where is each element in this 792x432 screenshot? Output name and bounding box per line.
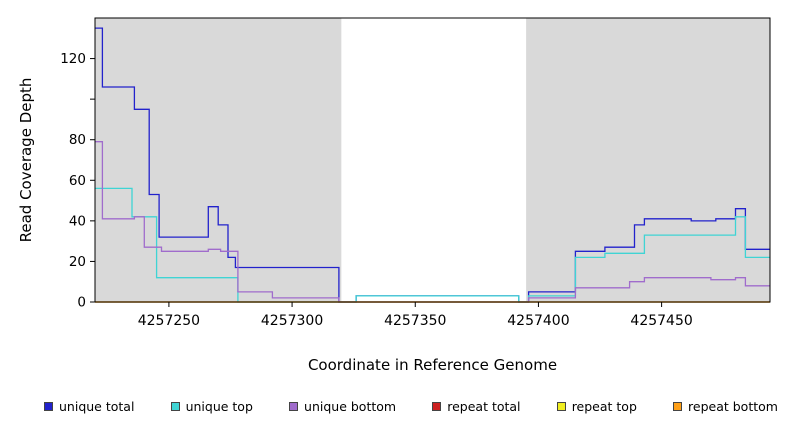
series-unique-bottom <box>95 141 770 303</box>
legend-label: unique top <box>185 399 253 414</box>
x-tick-label: 4257250 <box>138 313 200 329</box>
x-tick-label: 4257400 <box>507 313 569 329</box>
y-tick-label: 60 <box>69 173 86 189</box>
y-tick-label: 120 <box>60 51 86 67</box>
y-tick-label: 20 <box>69 254 86 270</box>
y-tick-label: 0 <box>77 295 86 311</box>
legend-item-unique-total: unique total <box>44 399 134 414</box>
legend-swatch-repeat-top <box>556 402 566 411</box>
legend-swatch-unique-top <box>170 402 180 411</box>
legend-swatch-repeat-bottom <box>673 402 683 411</box>
legend-swatch-unique-bottom <box>289 402 299 411</box>
y-tick-label: 40 <box>69 213 86 229</box>
x-tick-label: 4257300 <box>261 313 323 329</box>
legend-item-repeat-total: repeat total <box>432 399 521 414</box>
y-tick-label: 80 <box>69 132 86 148</box>
legend-label: repeat total <box>447 399 521 414</box>
x-tick-label: 4257350 <box>384 313 446 329</box>
shaded-region <box>526 18 770 302</box>
x-tick-label: 4257450 <box>630 313 692 329</box>
legend: unique total unique top unique bottom repea… <box>0 399 792 414</box>
legend-label: repeat bottom <box>688 399 778 414</box>
legend-item-repeat-top: repeat top <box>556 399 637 414</box>
legend-label: unique bottom <box>304 399 397 414</box>
x-axis-label: Coordinate in Reference Genome <box>307 356 558 374</box>
chart-svg: 0 20 40 60 80 120 4257250 4257300 4257350 4257400… <box>60 17 771 329</box>
legend-swatch-unique-total <box>44 402 53 411</box>
legend-item-repeat-bottom: repeat bottom <box>673 399 778 414</box>
y-axis-label: Read Coverage Depth <box>17 77 35 243</box>
legend-label: unique total <box>59 399 135 414</box>
plot-border <box>94 17 771 303</box>
legend-label: repeat top <box>571 399 637 414</box>
legend-swatch-repeat-total <box>432 402 442 411</box>
legend-item-unique-top: unique top <box>170 399 253 414</box>
shaded-region <box>95 18 342 302</box>
legend-item-unique-bottom: unique bottom <box>289 399 396 414</box>
